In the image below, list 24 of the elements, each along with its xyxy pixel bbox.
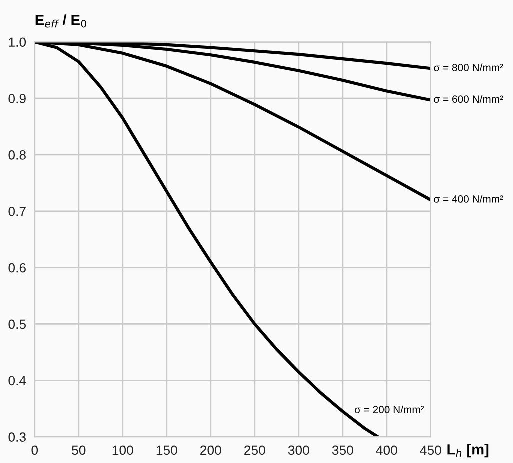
x-tick-label: 300 [288,446,310,456]
x-tick-label: 150 [156,446,178,456]
x-tick-label: 100 [112,446,134,456]
x-tick-label: 50 [72,446,86,456]
text: σ = 400 N/mm² [434,195,504,203]
y-tick-label: 1.0 [9,38,26,48]
y-tick-label: 0.3 [8,432,26,442]
y-tick-label: 0.6 [8,263,26,273]
x-tick-label: 200 [200,446,222,456]
text: σ = 600 N/mm² [434,95,504,104]
y-tick-label: 0.8 [8,150,26,160]
y-tick-label: 0.9 [8,94,26,104]
text: σ = 800 N/mm² [434,64,504,72]
y-tick-label: 0.4 [8,376,26,386]
x-tick-label: 0 [32,446,38,456]
x-tick-label: 350 [332,446,354,456]
x-tick-label: 250 [244,446,266,456]
x-tick-label: 450 [420,446,442,456]
y-tick-label: 0.7 [8,206,26,216]
annotation: σ = 200 N/mm² [354,406,424,414]
y-axis-title: E$_{eff}$ / E$_{0}$ [36,14,86,28]
x-axis-title: L$_{h}$ [m] [448,444,489,458]
x-tick-label: 400 [376,446,398,456]
y-tick-label: 0.5 [8,320,26,330]
